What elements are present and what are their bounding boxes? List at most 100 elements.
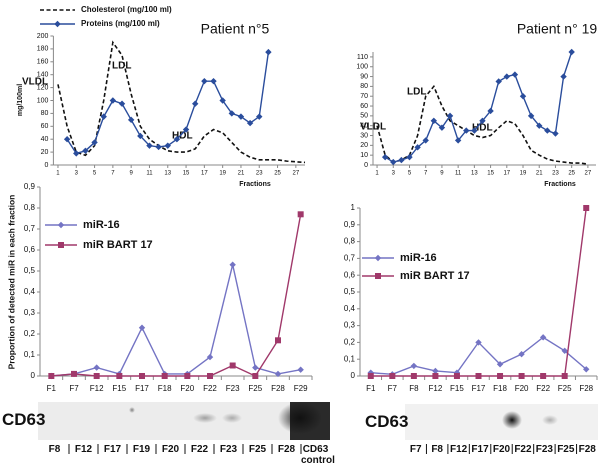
marker [228,110,236,117]
x-tick-label: 17 [201,171,208,177]
y-tick-label: 50 [360,113,368,120]
marker [82,147,89,155]
annotation: VLDL [22,77,48,88]
marker [398,156,405,164]
marker [93,364,100,371]
legend-label: miR-16 [83,219,120,231]
marker [496,361,504,368]
marker [583,366,590,373]
legend-label: Proteins (mg/100 ml) [81,19,160,28]
marker [265,48,272,56]
marker [560,73,567,80]
marker [390,158,397,166]
marker [475,339,482,346]
y-tick-label: 0,7 [24,224,36,233]
lane-label: F19 [132,444,151,455]
x-tick-label: F18 [158,384,172,393]
x-tick-label: F15 [112,384,126,393]
marker [374,254,382,262]
marker [252,364,259,371]
lane-label: F17 [103,444,122,455]
marker [164,142,171,149]
x-tick-label: 23 [552,171,559,177]
y-tick-label: 140 [37,72,49,79]
y-tick-label: 90 [360,73,368,80]
x-tick-label: 21 [536,171,543,177]
marker [237,113,245,120]
x-tick-label: F12 [90,384,104,393]
y-tick-label: 100 [356,64,368,71]
series-line [66,52,270,155]
marker [138,324,146,331]
marker [471,127,478,134]
marker [297,366,304,373]
y-tick-label: 20 [360,142,368,149]
series-line [384,51,573,163]
x-tick-label: 11 [455,171,462,177]
x-tick-label: F7 [69,384,79,393]
x-tick-label: F17 [472,384,486,393]
marker [274,370,282,378]
marker [527,112,535,120]
y-tick-label: 0,2 [24,329,36,338]
marker [453,373,460,379]
marker [206,353,214,361]
x-axis-label: Fractions [239,181,271,188]
x-axis-label: Fractions [544,181,576,188]
y-tick-label: 200 [37,33,49,40]
marker [552,130,559,137]
y-tick-label: 0,7 [344,254,356,263]
marker [54,20,61,28]
marker [487,107,494,115]
x-tick-label: 15 [487,171,494,177]
x-tick-label: 5 [93,171,97,177]
y-tick-label: 0 [351,371,356,380]
x-tick-label: 11 [146,171,153,177]
marker [207,373,213,379]
y-tick-label: 120 [37,84,49,91]
marker [210,77,217,85]
y-tick-label: 0,9 [344,220,356,229]
marker [511,71,519,78]
lane-label: F12 [74,444,93,455]
marker [118,100,126,107]
marker [109,97,117,104]
y-tick-label: 80 [41,110,49,117]
marker [173,136,181,143]
y-axis-label: Proportion of detected miR in each fract… [6,195,16,370]
y-tick-label: 0 [44,162,48,169]
x-tick-label: F1 [366,384,376,393]
marker [422,137,429,144]
y-tick-label: 0,5 [344,287,356,296]
blot-band [222,413,242,423]
x-tick-label: F23 [226,384,240,393]
marker [192,100,199,107]
marker [137,132,144,140]
y-axis-label: mg/100ml [17,84,24,116]
y-tick-label: 1 [351,203,356,212]
annotation: LDL [407,87,426,98]
marker [252,373,259,379]
marker [583,205,590,211]
lane-label: F25 [557,444,575,455]
lane-label: F23 [535,444,553,455]
marker [100,113,107,120]
x-tick-label: 15 [183,171,190,177]
y-tick-label: 70 [360,93,368,100]
y-tick-label: 0,3 [24,308,36,317]
x-tick-label: 23 [256,171,263,177]
marker [518,373,525,379]
x-tick-label: 1 [375,171,379,177]
marker [568,48,575,56]
x-tick-label: 7 [424,171,428,177]
annotation: LDL [112,61,131,72]
marker [48,373,55,379]
chart-title: Patient n° 19 [517,21,598,37]
lane-label: F12 [449,444,468,455]
y-tick-label: 40 [41,136,49,143]
blot-band [542,415,558,425]
x-tick-label: 27 [585,171,592,177]
marker [519,93,527,100]
marker [367,373,374,379]
